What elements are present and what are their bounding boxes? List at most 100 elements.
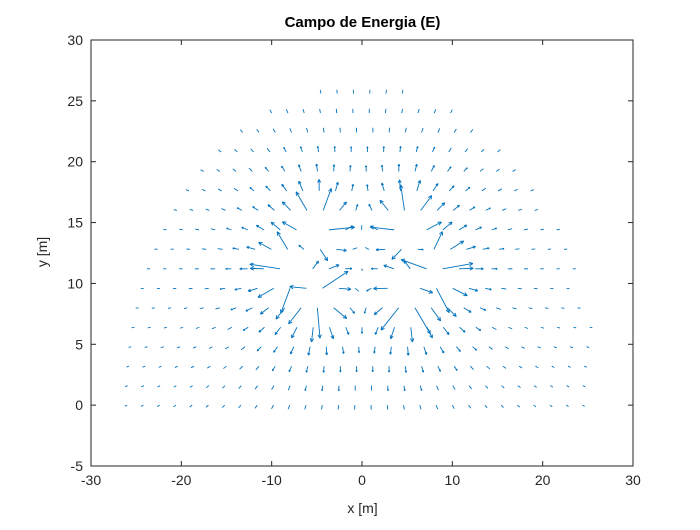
- field-arrow: [375, 327, 378, 334]
- field-arrow: [372, 366, 373, 372]
- field-arrow: [557, 327, 560, 328]
- field-arrow: [258, 288, 274, 297]
- field-arrow: [201, 170, 204, 172]
- field-arrow: [159, 366, 162, 367]
- field-arrow: [416, 147, 418, 152]
- field-arrow: [132, 327, 135, 328]
- field-arrow: [573, 327, 576, 328]
- field-arrow: [434, 232, 442, 250]
- field-arrow: [323, 128, 324, 133]
- field-arrow: [174, 210, 177, 211]
- field-arrow: [179, 229, 182, 230]
- field-arrow: [225, 347, 229, 349]
- field-arrow: [513, 170, 516, 172]
- field-arrow: [326, 347, 328, 355]
- field-arrow: [424, 347, 427, 355]
- field-arrow: [303, 109, 304, 113]
- field-arrow: [256, 366, 259, 370]
- field-arrow: [257, 347, 261, 351]
- field-arrow: [534, 386, 537, 388]
- field-arrow: [454, 129, 456, 133]
- field-arrow: [529, 308, 533, 309]
- field-arrow: [418, 109, 419, 113]
- field-arrow: [492, 228, 497, 230]
- field-arrow: [370, 226, 394, 230]
- field-arrow: [260, 308, 268, 314]
- field-arrow: [466, 187, 470, 191]
- field-arrow: [329, 265, 339, 269]
- field-arrow: [485, 405, 487, 408]
- field-arrow: [241, 347, 245, 350]
- field-arrow: [148, 327, 151, 328]
- field-arrow: [364, 308, 366, 313]
- field-arrow: [290, 128, 292, 132]
- field-arrow: [338, 386, 339, 391]
- field-arrow: [525, 327, 528, 328]
- field-arrow: [521, 347, 524, 349]
- field-arrow: [443, 327, 449, 334]
- field-arrow: [308, 347, 310, 356]
- field-arrow: [272, 386, 274, 390]
- field-arrow: [191, 366, 194, 368]
- field-arrow: [222, 405, 224, 407]
- field-arrow: [438, 128, 440, 132]
- field-arrow: [271, 222, 280, 230]
- field-arrow: [218, 189, 222, 191]
- field-arrow: [129, 347, 132, 348]
- field-arrow: [437, 203, 445, 211]
- field-arrow: [561, 308, 564, 309]
- field-arrow: [336, 249, 346, 252]
- x-tick-label: -30: [81, 472, 101, 488]
- field-arrow: [175, 366, 178, 367]
- field-arrow: [485, 288, 491, 290]
- field-arrow: [440, 347, 444, 353]
- field-arrow: [250, 187, 254, 190]
- field-arrow: [367, 185, 369, 191]
- field-arrow: [402, 109, 403, 113]
- x-tick-label: 20: [535, 472, 551, 488]
- field-arrow: [405, 366, 407, 372]
- field-arrow: [266, 186, 271, 191]
- field-arrow: [503, 366, 506, 368]
- field-arrow: [518, 209, 522, 210]
- field-arrow: [518, 288, 522, 289]
- field-arrow: [356, 366, 357, 372]
- field-arrow: [443, 262, 473, 268]
- field-arrow: [454, 366, 457, 370]
- field-arrow: [289, 308, 302, 324]
- field-arrow: [381, 308, 399, 330]
- field-arrow: [541, 327, 544, 328]
- field-arrow: [437, 386, 439, 390]
- field-arrow: [235, 288, 241, 290]
- field-arrow: [365, 247, 369, 249]
- field-arrow: [234, 188, 238, 191]
- field-arrow: [420, 288, 433, 293]
- field-arrow: [420, 386, 422, 391]
- field-arrow: [190, 386, 193, 388]
- field-arrow: [239, 386, 242, 389]
- field-arrow: [398, 164, 400, 171]
- field-arrow: [290, 285, 307, 288]
- field-arrow: [345, 268, 352, 270]
- field-arrow: [282, 184, 287, 191]
- field-arrow: [240, 268, 248, 270]
- field-arrow: [514, 189, 517, 191]
- field-arrow: [534, 405, 536, 407]
- y-tick-label: 0: [75, 397, 83, 413]
- x-tick-label: 10: [445, 472, 461, 488]
- field-arrow: [590, 327, 593, 328]
- field-arrow: [286, 109, 288, 113]
- field-arrow: [381, 165, 383, 171]
- field-arrow: [206, 386, 209, 388]
- field-arrow: [489, 347, 493, 350]
- field-arrow: [465, 149, 468, 152]
- field-arrow: [473, 347, 477, 350]
- field-arrow: [221, 209, 225, 211]
- field-arrow: [492, 268, 498, 270]
- field-arrow: [453, 288, 468, 295]
- field-arrow: [404, 405, 405, 409]
- field-arrow: [335, 182, 338, 191]
- field-arrow: [195, 229, 199, 230]
- field-arrow: [540, 229, 543, 230]
